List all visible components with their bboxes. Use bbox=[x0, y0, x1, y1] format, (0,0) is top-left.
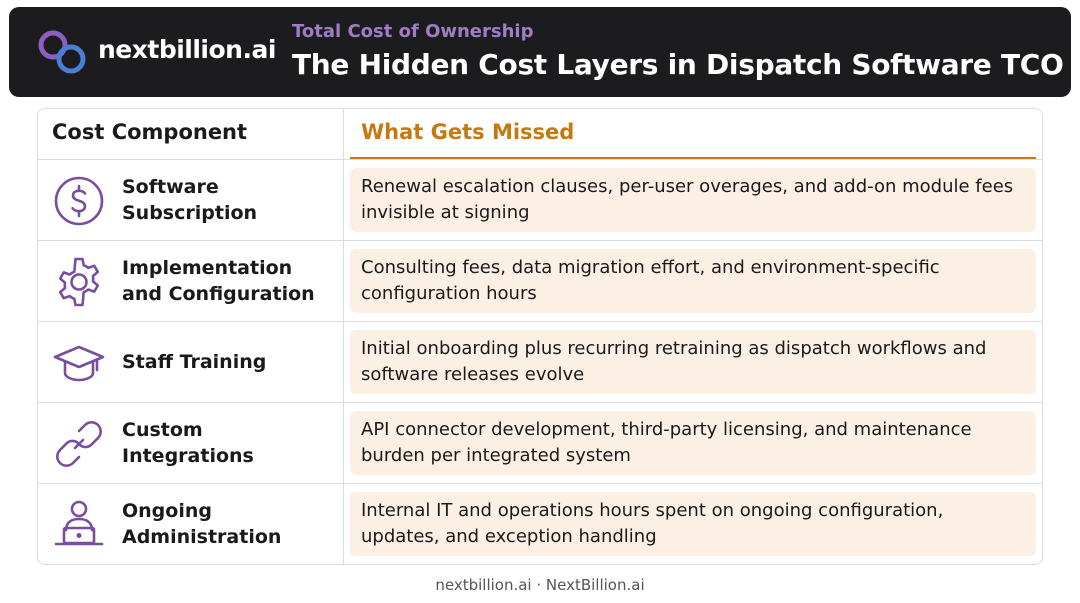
missed-description: Renewal escalation clauses, per-user ove… bbox=[350, 168, 1036, 232]
dollar-icon bbox=[54, 176, 104, 226]
table-row: Software Subscription Renewal escalation… bbox=[38, 160, 1042, 240]
missed-description: Consulting fees, data migration effort, … bbox=[350, 249, 1036, 313]
header-underline bbox=[350, 157, 1036, 160]
link-icon bbox=[56, 421, 102, 467]
cost-component-label: Custom Integrations bbox=[122, 419, 254, 467]
header-banner: nextbillion.ai Total Cost of Ownership T… bbox=[9, 7, 1071, 97]
row-divider bbox=[38, 402, 1042, 403]
missed-description: Internal IT and operations hours spent o… bbox=[350, 492, 1036, 556]
cost-component-label: Implementation and Configuration bbox=[122, 257, 315, 305]
column-divider bbox=[343, 109, 344, 564]
row-divider bbox=[38, 159, 1042, 160]
missed-description: Initial onboarding plus recurring retrai… bbox=[350, 330, 1036, 394]
cost-component-label: Software Subscription bbox=[122, 176, 258, 224]
page-title: The Hidden Cost Layers in Dispatch Softw… bbox=[292, 48, 1064, 81]
user-laptop-icon bbox=[54, 500, 104, 546]
column-header-missed: What Gets Missed bbox=[361, 120, 575, 144]
nextbillion-logo-icon bbox=[38, 30, 86, 74]
page-subtitle: Total Cost of Ownership bbox=[292, 21, 534, 42]
gear-icon bbox=[58, 257, 100, 307]
footer-credit: nextbillion.ai · NextBillion.ai bbox=[435, 576, 645, 594]
cost-component-label: Ongoing Administration bbox=[122, 500, 282, 548]
column-header-component: Cost Component bbox=[52, 120, 248, 144]
cost-component-label: Staff Training bbox=[122, 351, 267, 373]
row-divider bbox=[38, 483, 1042, 484]
table-row: Ongoing Administration Internal IT and o… bbox=[38, 484, 1042, 564]
cost-table: Cost Component What Gets Missed Software… bbox=[37, 108, 1043, 565]
missed-description: API connector development, third-party l… bbox=[350, 411, 1036, 475]
brand-name: nextbillion.ai bbox=[98, 35, 276, 64]
row-divider bbox=[38, 240, 1042, 241]
table-row: Custom Integrations API connector develo… bbox=[38, 403, 1042, 483]
table-row: Staff Training Initial onboarding plus r… bbox=[38, 322, 1042, 402]
graduation-cap-icon bbox=[53, 345, 105, 382]
table-row: Implementation and Configuration Consult… bbox=[38, 241, 1042, 321]
row-divider bbox=[38, 321, 1042, 322]
